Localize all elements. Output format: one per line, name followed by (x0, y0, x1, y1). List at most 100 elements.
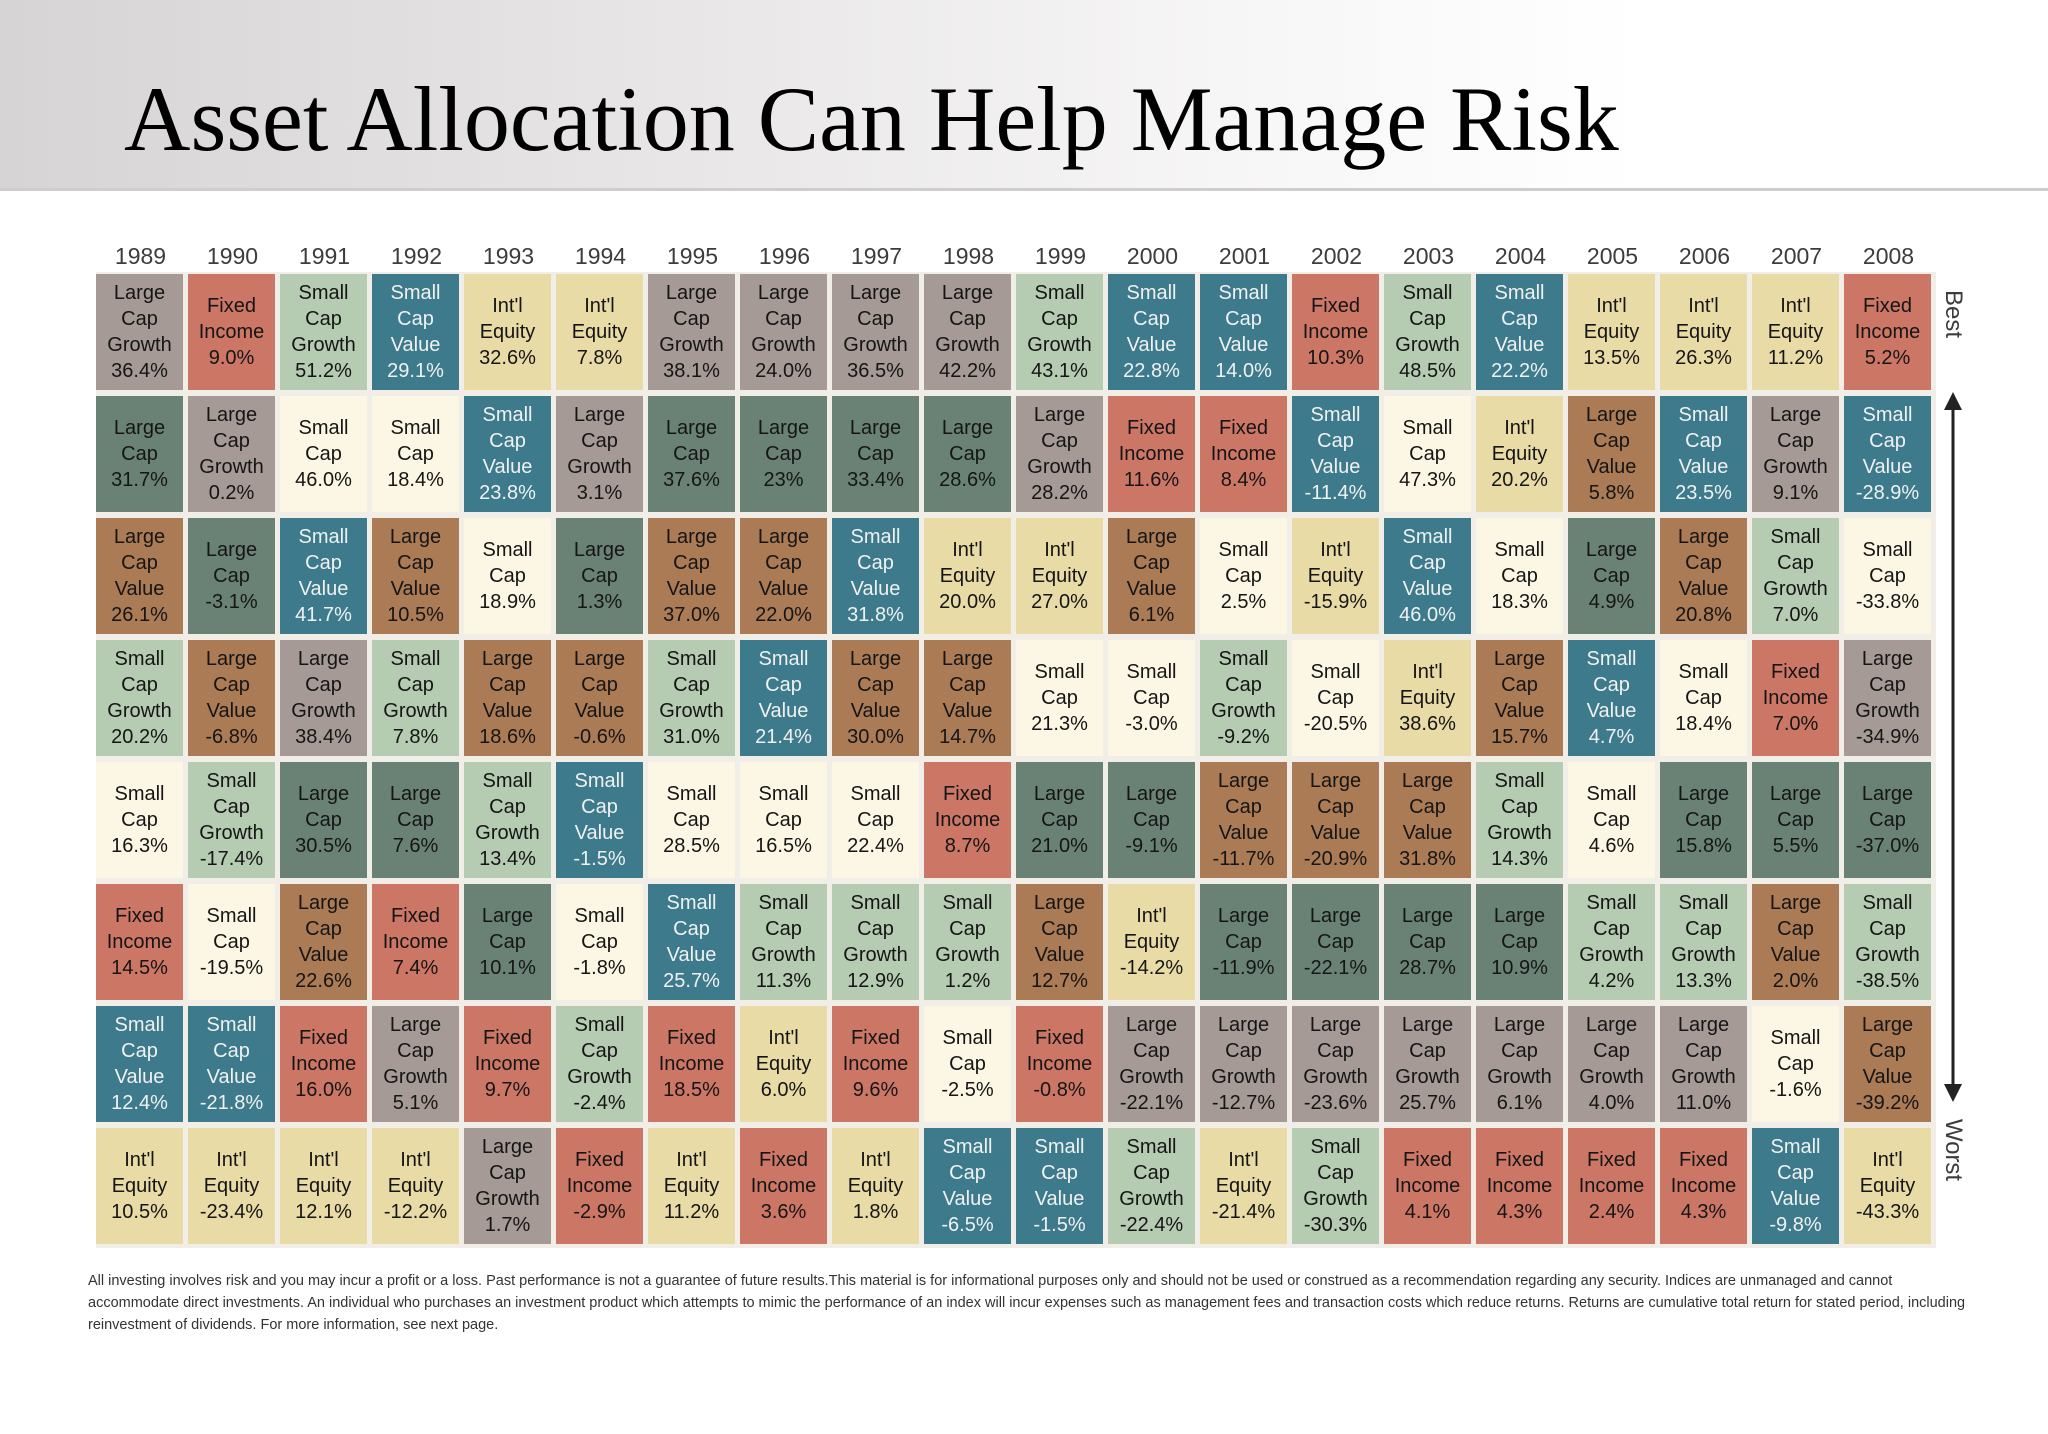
asset-class-label: Cap (1777, 552, 1814, 574)
asset-class-label: Value (1402, 578, 1453, 600)
asset-class-label: Small (298, 417, 349, 439)
asset-class-label: Large (941, 648, 994, 670)
asset-class-label: Small (1218, 282, 1269, 304)
return-cell: Fixed Income 2.4% (1568, 1128, 1655, 1244)
asset-class-label: Small (1034, 282, 1085, 304)
asset-class-label: Value (758, 578, 809, 600)
asset-class-label: Value (942, 1188, 993, 1210)
asset-class-label: Value (1126, 578, 1177, 600)
asset-class-label: Value (1034, 1188, 1085, 1210)
asset-class-label: Large (1217, 770, 1270, 792)
return-cell: Int'l Equity 38.6% (1384, 640, 1471, 756)
return-value: -1.5% (573, 848, 626, 870)
return-cell: Small Cap Value -28.9% (1844, 396, 1931, 512)
asset-class-label: Growth (1671, 944, 1736, 966)
asset-class-label: Growth (107, 334, 172, 356)
asset-class-label: Small (390, 417, 441, 439)
asset-class-label: Int'l (768, 1027, 799, 1049)
year-label: 2007 (1770, 243, 1823, 269)
asset-class-label: Large (1861, 783, 1914, 805)
return-cell: Large Cap Value 15.7% (1476, 640, 1563, 756)
asset-class-label: Int'l (1596, 295, 1627, 317)
return-value: 47.3% (1399, 469, 1456, 491)
asset-class-label: Small (850, 892, 901, 914)
return-cell: Large Cap Growth 6.1% (1476, 1006, 1563, 1122)
return-value: 7.0% (1772, 604, 1819, 626)
asset-class-label: Cap (949, 443, 986, 465)
return-cell: Large Cap Value 14.7% (924, 640, 1011, 756)
return-cell: Large Cap Growth 28.2% (1016, 396, 1103, 512)
asset-class-label: Income (1486, 1175, 1553, 1197)
return-value: 4.7% (1588, 726, 1635, 748)
return-value: -2.5% (941, 1079, 994, 1101)
return-value: -9.2% (1217, 726, 1270, 748)
asset-class-label: Equity (1767, 321, 1824, 343)
return-cell: Int'l Equity 7.8% (556, 274, 643, 390)
return-cell: Small Cap 18.4% (372, 396, 459, 512)
asset-class-label: Large (1493, 905, 1546, 927)
asset-class-label: Large (1033, 783, 1086, 805)
return-value: 4.1% (1404, 1201, 1451, 1223)
return-cell: Fixed Income 9.6% (832, 1006, 919, 1122)
asset-class-label: Equity (203, 1175, 260, 1197)
asset-class-label: Growth (383, 700, 448, 722)
asset-class-label: Cap (1041, 430, 1078, 452)
return-value: 9.6% (852, 1079, 899, 1101)
return-value: 11.3% (755, 970, 812, 992)
asset-class-label: Int'l (492, 295, 523, 317)
asset-class-label: Fixed (115, 905, 164, 927)
asset-class-label: Large (205, 404, 258, 426)
return-value: 20.2% (111, 726, 168, 748)
return-cell: Small Cap Growth -9.2% (1200, 640, 1287, 756)
return-cell: Small Cap Growth 48.5% (1384, 274, 1471, 390)
return-value: 9.1% (1772, 482, 1819, 504)
asset-class-label: Large (665, 417, 718, 439)
return-cell: Large Cap Growth 36.4% (96, 274, 183, 390)
asset-class-label: Int'l (860, 1149, 891, 1171)
asset-class-label: Value (666, 944, 717, 966)
year-label: 1995 (666, 243, 719, 269)
return-value: 36.4% (111, 360, 168, 382)
asset-class-label: Growth (1027, 456, 1092, 478)
return-value: 24.0% (755, 360, 812, 382)
return-cell: Large Cap 4.9% (1568, 518, 1655, 634)
best-label: Best (1940, 289, 1967, 339)
return-value: 21.3% (1031, 713, 1088, 735)
asset-class-label: Growth (1395, 1066, 1460, 1088)
asset-class-label: Large (757, 526, 810, 548)
return-cell: Large Cap 21.0% (1016, 762, 1103, 878)
return-value: 7.6% (392, 835, 439, 857)
asset-class-label: Fixed (943, 783, 992, 805)
asset-class-label: Int'l (1412, 661, 1443, 683)
return-value: 22.8% (1123, 360, 1180, 382)
asset-class-label: Income (1670, 1175, 1737, 1197)
asset-class-label: Equity (111, 1175, 168, 1197)
asset-class-label: Fixed (575, 1149, 624, 1171)
asset-class-label: Large (941, 282, 994, 304)
asset-class-label: Equity (1491, 443, 1548, 465)
return-cell: Int'l Equity 27.0% (1016, 518, 1103, 634)
return-value: 10.9% (1491, 957, 1548, 979)
return-value: -1.6% (1769, 1079, 1822, 1101)
return-value: 11.6% (1123, 469, 1180, 491)
return-cell: Small Cap 47.3% (1384, 396, 1471, 512)
return-value: -22.1% (1303, 957, 1368, 979)
best-worst-arrow-icon (1944, 392, 1962, 1102)
asset-class-label: Small (1402, 417, 1453, 439)
asset-class-label: Cap (397, 443, 434, 465)
asset-class-label: Large (573, 648, 626, 670)
asset-class-label: Cap (213, 1040, 250, 1062)
asset-class-label: Growth (1119, 1066, 1184, 1088)
asset-class-label: Large (1585, 1014, 1638, 1036)
return-value: 14.0% (1215, 360, 1272, 382)
asset-class-label: Large (297, 892, 350, 914)
asset-class-label: Cap (1593, 918, 1630, 940)
asset-class-label: Int'l (1136, 905, 1167, 927)
return-cell: Large Cap Growth 0.2% (188, 396, 275, 512)
asset-class-label: Small (850, 526, 901, 548)
return-cell: Int'l Equity 11.2% (1752, 274, 1839, 390)
return-cell: Large Cap Growth 24.0% (740, 274, 827, 390)
return-value: 8.4% (1220, 469, 1267, 491)
return-cell: Small Cap Growth 20.2% (96, 640, 183, 756)
return-cell: Small Cap 18.9% (464, 518, 551, 634)
